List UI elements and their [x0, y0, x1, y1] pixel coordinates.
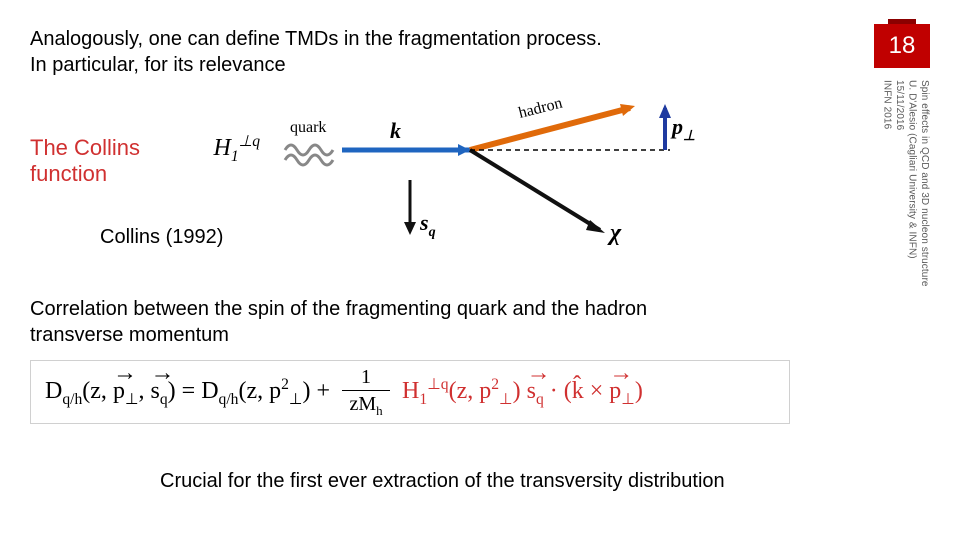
quark-label: quark	[290, 119, 326, 136]
formula-lhs: Dq/h(z, p→⊥, s→q) = Dq/h(z, p2⊥) +	[45, 376, 336, 409]
collins-function-block: The Collins function H1⊥q	[30, 132, 260, 187]
sidebar-metadata: Spin effects in QCD and 3D nucleon struc…	[890, 80, 930, 310]
collins-function-symbol: H1⊥q	[213, 132, 260, 166]
correlation-line1: Correlation between the spin of the frag…	[30, 296, 647, 322]
pperp-label: p⊥	[670, 114, 695, 144]
sq-arrowhead-icon	[404, 222, 416, 235]
sidebar-venue: INFN 2016	[882, 80, 893, 129]
hadron-label: hadron	[517, 95, 564, 122]
sidebar-date: 15/11/2016	[894, 80, 905, 130]
k-label: k	[390, 118, 401, 143]
chi-label: χ	[607, 220, 622, 246]
crucial-text: Crucial for the first ever extraction of…	[160, 470, 725, 493]
correlation-line2: transverse momentum	[30, 322, 647, 348]
intro-text: Analogously, one can define TMDs in the …	[30, 26, 602, 78]
sidebar-author: U. D'Alesio (Cagliari University & INFN)	[907, 80, 918, 259]
formula-fraction: 1 zMh	[342, 367, 390, 417]
formula-frac-bot: zMh	[349, 394, 382, 417]
fragmentation-diagram: quark k sq hadron χ p⊥	[270, 90, 700, 250]
page-number: 18	[889, 32, 916, 60]
formula: Dq/h(z, p→⊥, s→q) = Dq/h(z, p2⊥) + 1 zMh…	[30, 360, 790, 424]
collins-function-label: The Collins function	[30, 135, 203, 187]
coil-icon	[285, 145, 333, 165]
quark-arrowhead-icon	[458, 144, 470, 156]
collins-citation: Collins (1992)	[100, 226, 223, 249]
intro-line2: In particular, for its relevance	[30, 52, 602, 78]
formula-frac-top: 1	[361, 367, 371, 387]
pperp-arrowhead-icon	[659, 104, 671, 118]
chi-line	[470, 150, 600, 230]
correlation-text: Correlation between the spin of the frag…	[30, 296, 647, 348]
formula-red-part: H1⊥q(z, p2⊥) s→q · (k̂ × p→⊥)	[396, 375, 643, 409]
intro-line1: Analogously, one can define TMDs in the …	[30, 26, 602, 52]
sq-label: sq	[419, 210, 436, 240]
sidebar-title: Spin effects in QCD and 3D nucleon struc…	[919, 80, 930, 287]
page-number-badge: 18	[874, 24, 930, 68]
hadron-arrowhead-icon	[620, 104, 635, 116]
